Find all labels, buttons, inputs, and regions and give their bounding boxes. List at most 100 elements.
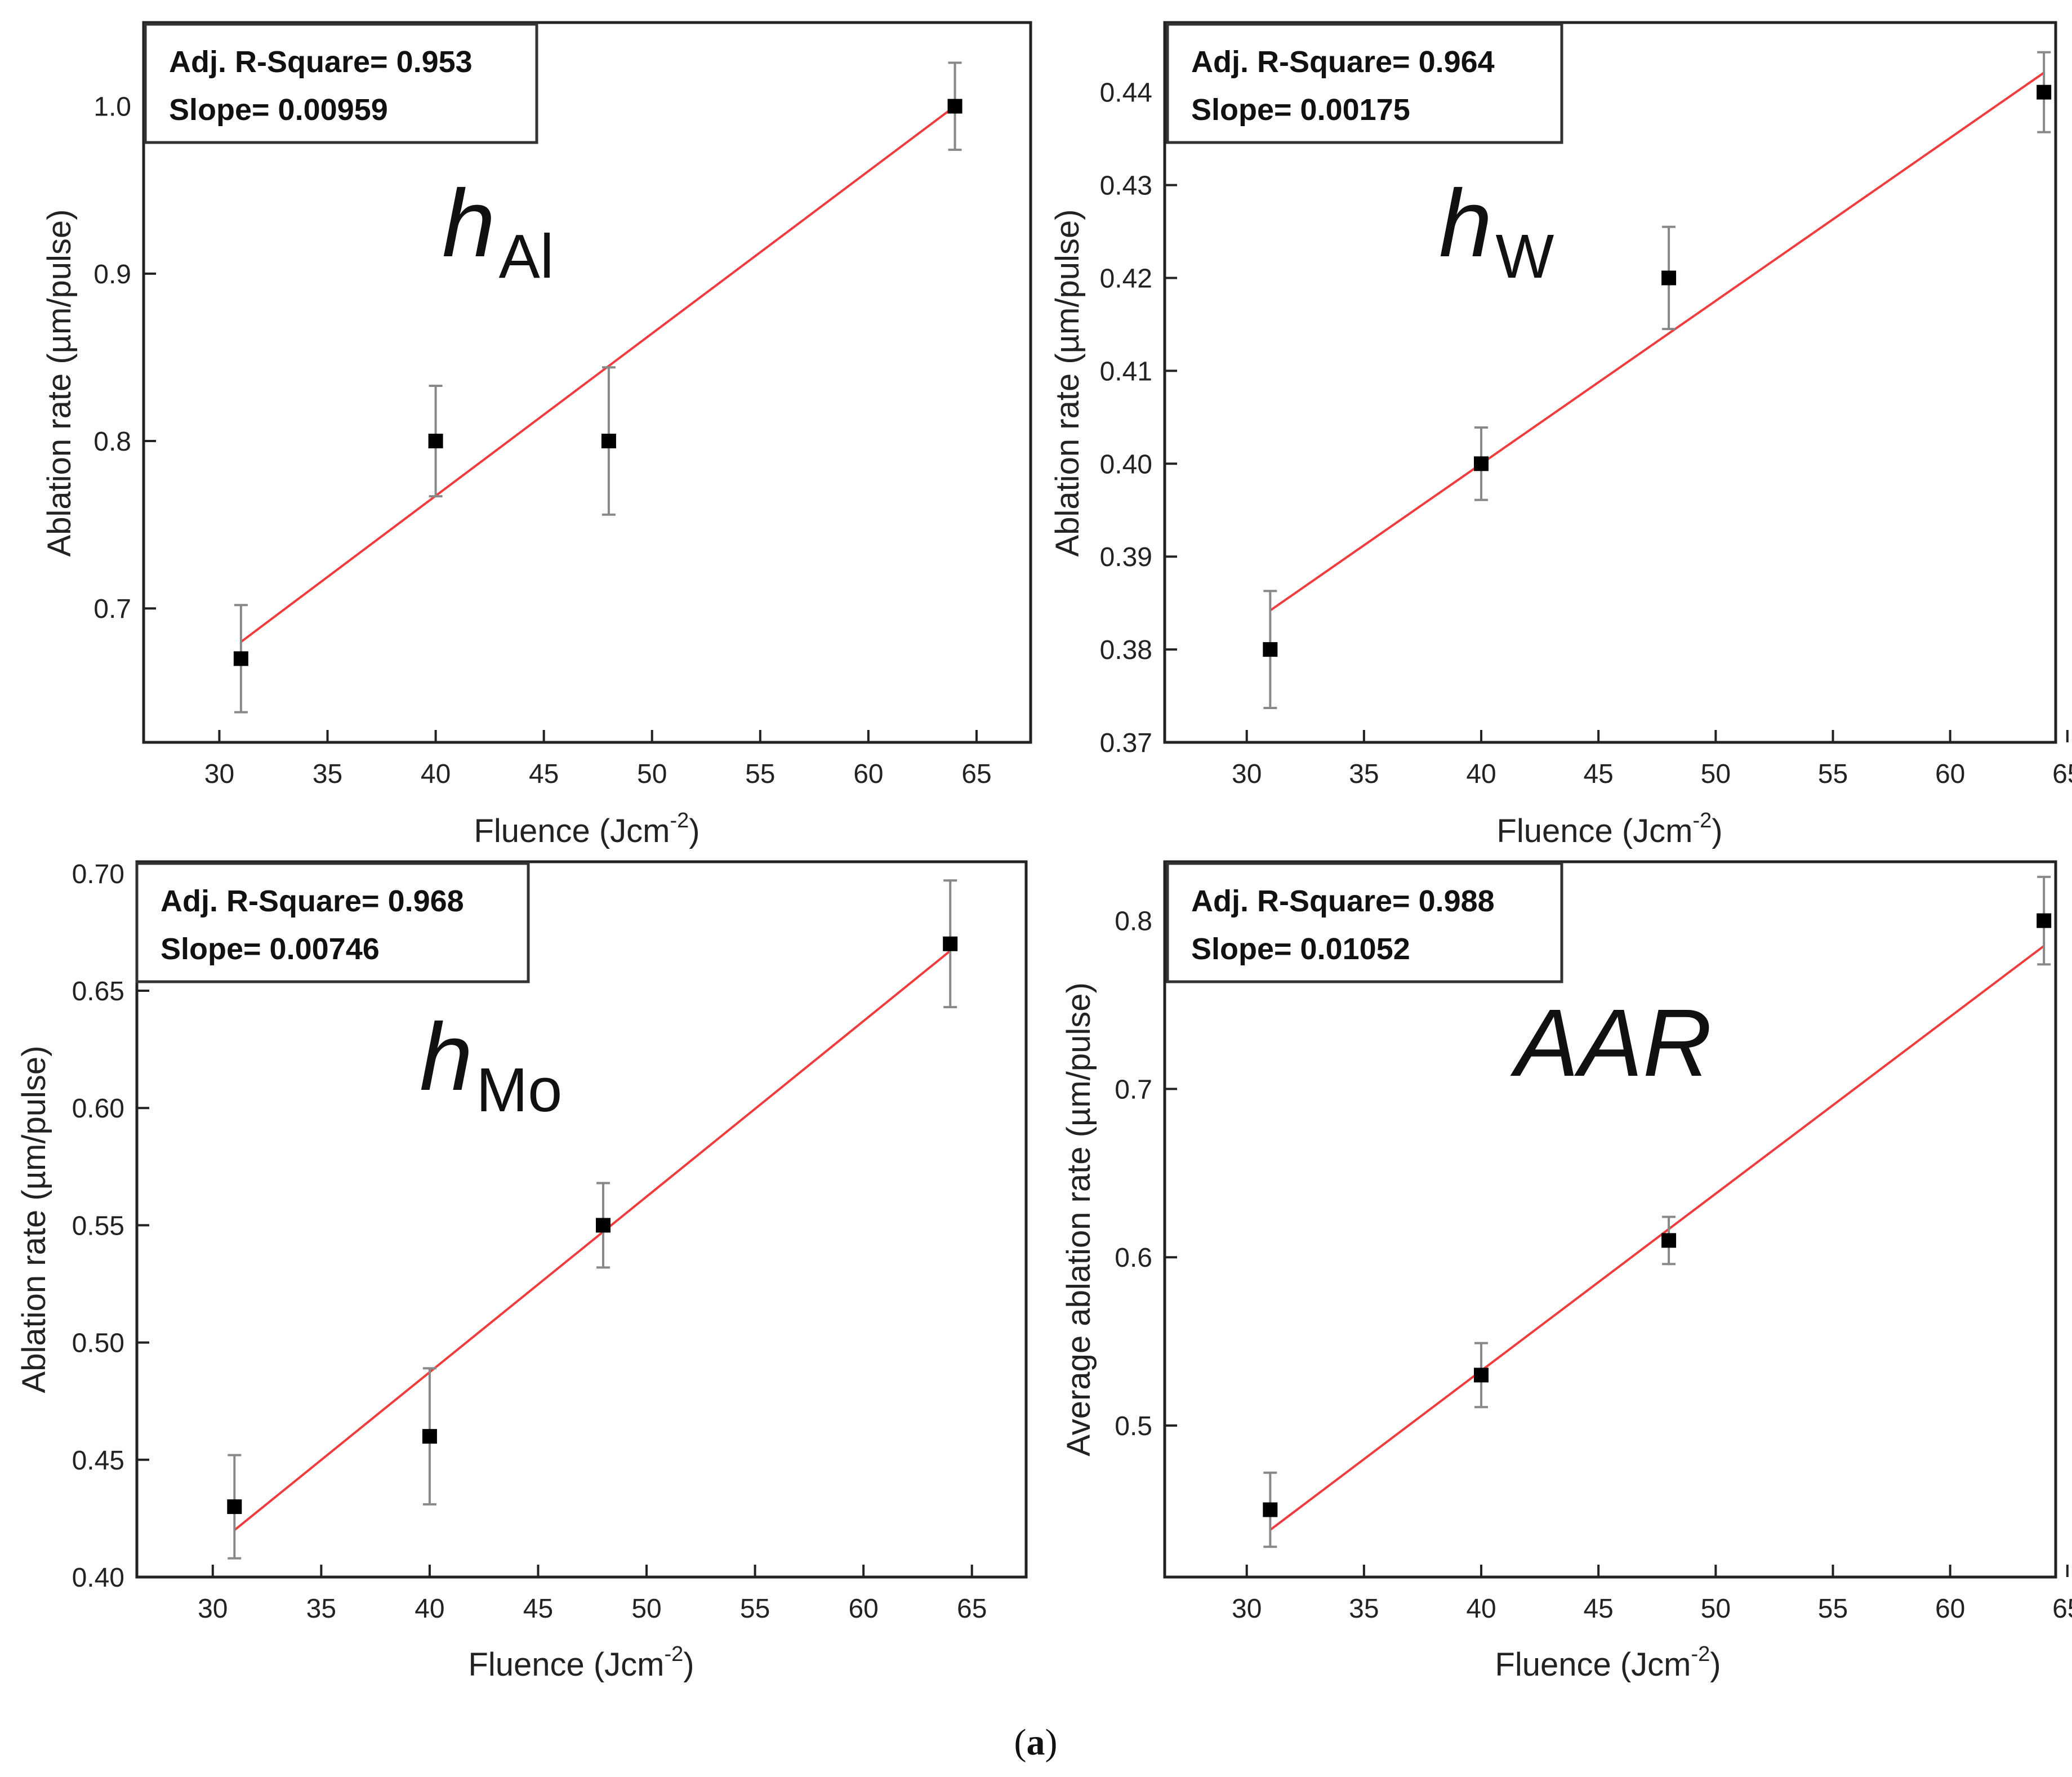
panel-label: AAR xyxy=(1510,990,1712,1097)
y-tick-label: 0.37 xyxy=(1100,728,1152,758)
x-tick-label: 55 xyxy=(745,759,775,789)
stats-box xyxy=(1166,862,1563,983)
x-axis-title: Fluence (Jcm-2) xyxy=(474,809,699,849)
y-tick-label: 0.43 xyxy=(1100,171,1152,201)
x-tick-label: 30 xyxy=(198,1594,228,1624)
x-tick-label: 30 xyxy=(1232,1594,1262,1624)
y-tick-label: 0.45 xyxy=(72,1446,124,1476)
plot-frame xyxy=(1163,21,2057,744)
y-axis-title: Ablation rate (µm/pulse) xyxy=(16,1046,52,1393)
y-tick-label: 0.41 xyxy=(1100,357,1152,386)
x-tick-label: 30 xyxy=(204,759,234,789)
x-tick-label: 35 xyxy=(1349,1594,1379,1624)
y-axis-title: Average ablation rate (µm/pulse) xyxy=(1060,982,1097,1457)
figure-caption: (a) xyxy=(1014,1722,1058,1763)
y-tick-label: 0.5 xyxy=(1115,1411,1152,1441)
fit-line xyxy=(1269,945,2045,1531)
fit-line xyxy=(234,950,951,1531)
x-tick-label: 35 xyxy=(306,1594,336,1624)
data-point xyxy=(1263,642,1278,657)
stats-slope: Slope= 0.00746 xyxy=(161,932,380,966)
x-tick-label: 45 xyxy=(1583,1594,1613,1624)
x-tick-label: 65 xyxy=(957,1594,987,1624)
data-point xyxy=(1474,1368,1489,1383)
panel-label: hAl xyxy=(442,170,554,291)
x-tick-label: 60 xyxy=(1935,1594,1965,1624)
y-tick-label: 0.50 xyxy=(72,1329,124,1359)
y-tick-label: 0.40 xyxy=(72,1563,124,1593)
stats-box xyxy=(1166,23,1563,144)
data-point xyxy=(1661,1233,1677,1248)
y-tick-label: 0.44 xyxy=(1100,78,1152,108)
y-tick-label: 0.65 xyxy=(72,977,124,1006)
data-point xyxy=(943,936,958,951)
x-tick-label: 50 xyxy=(1701,759,1731,789)
x-tick-label: 45 xyxy=(1583,759,1613,789)
y-tick-label: 0.60 xyxy=(72,1094,124,1124)
plot-frame xyxy=(135,860,1028,1579)
plot-frame xyxy=(1163,860,2057,1579)
stats-r-square: Adj. R-Square= 0.953 xyxy=(169,45,473,79)
x-tick-label: 60 xyxy=(848,1594,878,1624)
x-tick-label: 60 xyxy=(853,759,883,789)
x-tick-label: 50 xyxy=(1701,1594,1731,1624)
x-tick-label: 50 xyxy=(631,1594,661,1624)
x-axis-title: Fluence (Jcm-2) xyxy=(468,1642,694,1683)
y-axis-title: Ablation rate (µm/pulse) xyxy=(41,210,78,557)
data-point xyxy=(1263,1502,1278,1517)
data-point xyxy=(422,1429,437,1444)
x-tick-label: 60 xyxy=(1935,759,1965,789)
x-axis-title: Fluence (Jcm-2) xyxy=(1495,1642,1721,1683)
x-tick-label: 65 xyxy=(961,759,991,789)
x-tick-label: 50 xyxy=(637,759,667,789)
data-point xyxy=(227,1499,242,1515)
data-point xyxy=(428,434,443,449)
x-tick-label: 55 xyxy=(1818,1594,1848,1624)
panel-aar: 30 35 40 45 50 55 60 65 0.5 0.6 0.7 0.8 Adj. R-Squ… xyxy=(1060,860,2072,1683)
stats-box xyxy=(135,862,530,983)
y-tick-label: 0.9 xyxy=(93,260,131,290)
stats-slope: Slope= 0.01052 xyxy=(1191,932,1410,966)
stats-r-square: Adj. R-Square= 0.964 xyxy=(1191,45,1495,79)
data-point xyxy=(596,1218,611,1233)
y-tick-label: 0.8 xyxy=(1115,907,1152,937)
x-axis-title: Fluence (Jcm-2) xyxy=(1496,809,1722,849)
data-point xyxy=(2037,84,2052,100)
x-tick-label: 30 xyxy=(1232,759,1262,789)
y-tick-label: 0.6 xyxy=(1115,1243,1152,1273)
data-point xyxy=(601,434,616,449)
data-point xyxy=(947,99,963,114)
stats-slope: Slope= 0.00959 xyxy=(169,93,388,127)
y-axis-title: Ablation rate (µm/pulse) xyxy=(1049,210,1086,557)
data-point xyxy=(2037,913,2052,928)
stats-r-square: Adj. R-Square= 0.968 xyxy=(161,884,464,918)
x-tick-label: 35 xyxy=(313,759,342,789)
x-tick-label: 40 xyxy=(1466,759,1496,789)
y-tick-label: 0.7 xyxy=(1115,1075,1152,1104)
x-tick-label: 45 xyxy=(523,1594,553,1624)
stats-r-square: Adj. R-Square= 0.988 xyxy=(1191,884,1495,918)
data-point xyxy=(233,651,248,666)
y-tick-label: 0.42 xyxy=(1100,264,1152,293)
data-point xyxy=(1661,270,1677,286)
y-tick-label: 0.39 xyxy=(1100,542,1152,572)
panel-w: 30 35 40 45 50 55 60 65 0.37 0.38 0.39 0.40 0.41 0.4… xyxy=(1049,21,2072,849)
stats-box xyxy=(144,23,538,144)
panel-label: hW xyxy=(1439,170,1554,291)
y-tick-label: 0.8 xyxy=(93,427,131,457)
y-tick-label: 0.7 xyxy=(93,594,131,624)
y-tick-label: 1.0 xyxy=(93,92,131,122)
x-tick-label: 55 xyxy=(1818,759,1848,789)
y-tick-label: 0.70 xyxy=(72,859,124,889)
x-tick-label: 40 xyxy=(421,759,451,789)
x-tick-label: 55 xyxy=(740,1594,770,1624)
fit-line xyxy=(240,105,956,643)
x-tick-label: 65 xyxy=(2052,1594,2072,1624)
panel-label: hMo xyxy=(420,1004,562,1125)
x-tick-label: 35 xyxy=(1349,759,1379,789)
x-tick-label: 65 xyxy=(2052,759,2072,789)
y-tick-label: 0.55 xyxy=(72,1211,124,1241)
panel-al: 30 35 40 45 50 55 60 65 0.7 0.8 0.9 1.0 Adj. R-Squ… xyxy=(41,21,1032,849)
y-tick-label: 0.40 xyxy=(1100,449,1152,479)
